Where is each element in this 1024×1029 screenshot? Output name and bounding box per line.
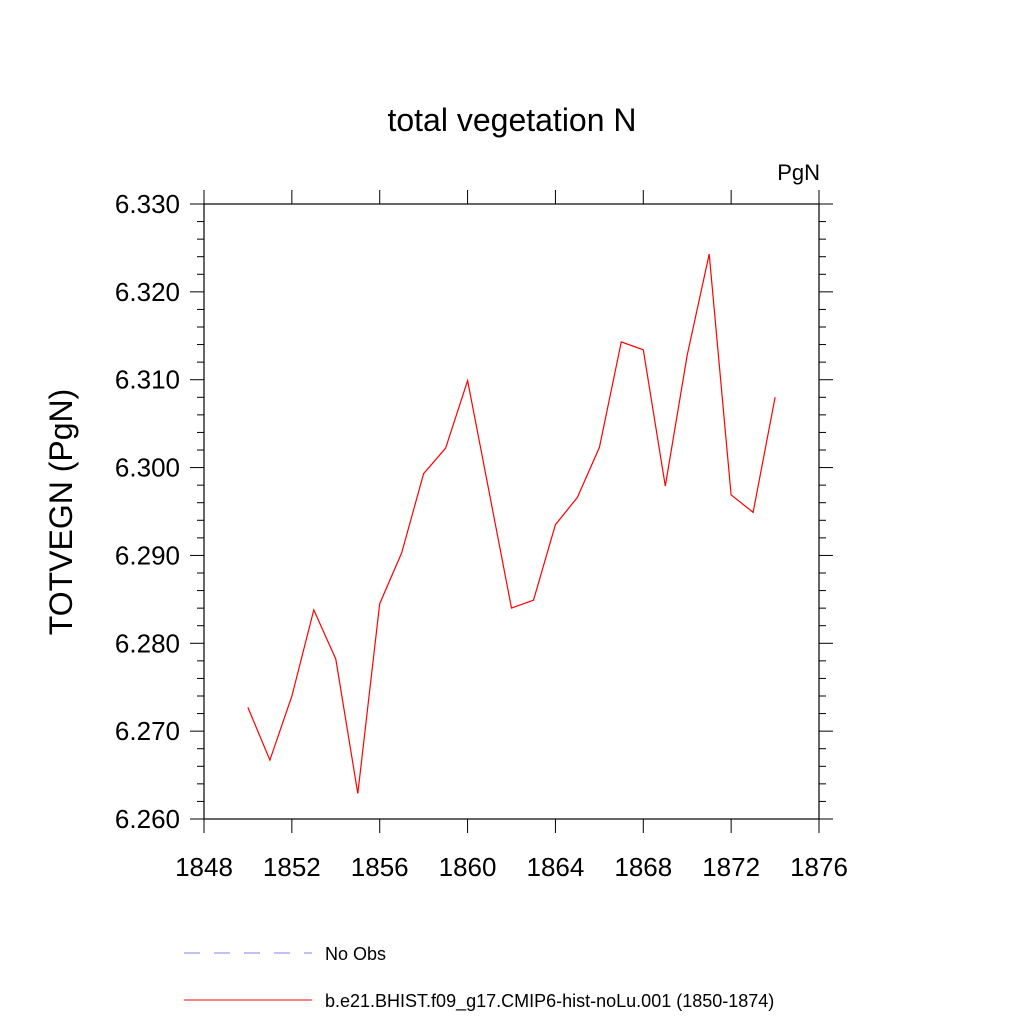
y-axis-label: TOTVEGN (PgN) [43,389,79,636]
axis-ticks: 1848 1852 1856 1860 1864 1868 1872 1876 6.260 6.2… [115,189,848,882]
legend: No Obs b.e21.BHIST.f09_g17.CMIP6-hist-noL… [184,944,774,1012]
x-tick-label: 1860 [439,852,497,882]
y-tick-label: 6.280 [115,628,180,658]
series-line [247,253,776,794]
y-tick-label: 6.290 [115,540,180,570]
plot-frame [203,203,820,820]
y-tick-label: 6.320 [115,277,180,307]
y-tick-label: 6.300 [115,453,180,483]
units-label: PgN [777,160,820,185]
x-tick-label: 1856 [351,852,409,882]
y-tick-label: 6.310 [115,365,180,395]
x-tick-label: 1868 [614,852,672,882]
x-tick-label: 1852 [263,852,321,882]
y-tick-label: 6.260 [115,804,180,834]
x-tick-label: 1872 [702,852,760,882]
legend-label: b.e21.BHIST.f09_g17.CMIP6-hist-noLu.001 … [325,991,774,1012]
legend-label: No Obs [325,944,386,964]
y-tick-label: 6.270 [115,716,180,746]
y-tick-label: 6.330 [115,189,180,219]
series-layer [247,253,776,794]
x-tick-label: 1864 [527,852,585,882]
x-tick-label: 1876 [790,852,848,882]
x-tick-label: 1848 [175,852,233,882]
chart-title: total vegetation N [387,102,636,138]
